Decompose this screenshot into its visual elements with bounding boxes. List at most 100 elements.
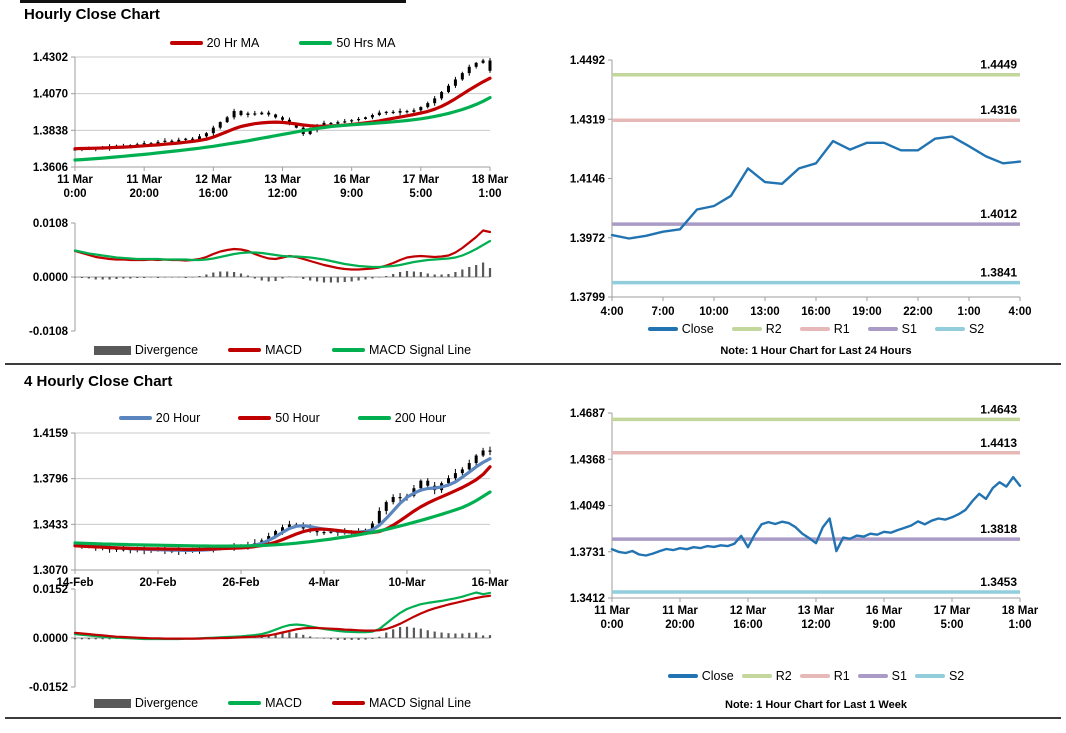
candle-body: [440, 92, 444, 99]
divergence-bar: [156, 277, 160, 278]
hourly-macd-legend: Divergence MACD MACD Signal Line: [75, 343, 490, 357]
divergence-bar: [149, 277, 153, 278]
candle-body: [142, 143, 146, 145]
line-swatch-icon: [667, 674, 698, 678]
y-axis-label: 1.3731: [570, 547, 606, 559]
candle-body: [225, 117, 229, 123]
divergence-bar: [87, 638, 90, 640]
divergence-bar: [288, 276, 291, 277]
candle-body: [474, 62, 478, 67]
legend-label: 50 Hrs MA: [336, 36, 396, 50]
x-axis-label: 16:00: [801, 306, 830, 318]
divergence-bar: [212, 272, 215, 277]
divergence-bar: [281, 632, 284, 638]
x-axis-label: 19:00: [852, 306, 881, 318]
legend-label: S2: [948, 669, 965, 683]
x-axis-label: 12 Mar: [195, 174, 232, 186]
divergence-bar: [412, 271, 416, 277]
line-swatch-icon: [228, 348, 262, 352]
candle-body: [322, 532, 326, 534]
legend-label: 20 Hour: [155, 411, 201, 425]
divergence-bar: [461, 269, 464, 277]
y-axis-label: 1.3433: [33, 519, 68, 531]
y-axis-label: 1.4302: [33, 52, 68, 64]
x-axis-label: 16 Mar: [866, 605, 903, 617]
candle-body: [398, 111, 402, 113]
divergence-bar: [205, 274, 208, 277]
candle-body: [391, 111, 395, 114]
divergence-bar: [80, 277, 84, 278]
candle-body: [232, 111, 236, 118]
level-label-s1: 1.3818: [980, 522, 1017, 536]
divergence-bar: [315, 277, 319, 282]
divergence-bar: [267, 277, 270, 282]
line-swatch-icon: [799, 327, 830, 331]
divergence-bar: [371, 638, 374, 639]
line-swatch-icon: [299, 41, 333, 45]
divergence-bar: [461, 633, 464, 638]
divergence-bar: [143, 277, 146, 278]
y-axis-label: 1.4159: [33, 428, 68, 440]
candle-body: [204, 133, 208, 137]
candle-body: [191, 138, 195, 140]
y-axis-label: 1.4319: [570, 114, 605, 126]
legend-label: S1: [891, 669, 907, 683]
y-axis-label: 0.0108: [33, 218, 69, 230]
bar-swatch-icon: [93, 345, 131, 355]
candle-body: [281, 117, 284, 120]
divergence-bar: [309, 277, 312, 281]
divergence-bar: [226, 271, 229, 277]
legend-label: Close: [701, 669, 734, 683]
divergence-bar: [108, 638, 111, 640]
legend-item-macd: MACD: [228, 343, 302, 357]
divergence-bar: [219, 271, 222, 277]
y-axis-label: -0.0152: [29, 682, 68, 694]
legend-item-s1: S1: [857, 669, 907, 683]
line-swatch-icon: [741, 674, 772, 678]
top-rule: [20, 0, 406, 3]
level-label-s2: 1.3453: [980, 575, 1017, 589]
x-axis-label: 16-Mar: [471, 577, 509, 589]
y-axis-label: 1.3412: [570, 593, 605, 605]
candle-body: [260, 112, 264, 115]
legend-item-r1: R1: [799, 322, 850, 336]
candle-body: [274, 531, 278, 537]
y-axis-label: 0.0152: [33, 584, 68, 596]
hourly-macd-chart: 0.0108 0.0000 -0.0108: [29, 218, 492, 338]
divergence-bar: [412, 627, 416, 638]
pivot-1week-legend: Close R2 R1 S1 S2: [612, 669, 1020, 683]
close-line: [610, 135, 1022, 240]
divergence-bar: [481, 262, 485, 277]
line-swatch-icon: [914, 674, 945, 678]
candle-body: [391, 497, 395, 503]
candle-body: [239, 111, 243, 116]
divergence-bar: [378, 277, 381, 278]
x-axis-label: 5:00: [409, 188, 432, 200]
level-label-r1: 1.4316: [980, 103, 1017, 117]
divergence-bar: [426, 630, 429, 638]
divergence-bar: [357, 277, 360, 281]
candle-body: [267, 536, 271, 541]
divergence-bar: [191, 277, 194, 278]
legend-item-r2: R2: [731, 322, 782, 336]
x-axis-label: 18 Mar: [1002, 605, 1039, 617]
candle-body: [184, 138, 188, 140]
divergence-bar: [177, 277, 180, 278]
x-axis-label: 10-Mar: [388, 577, 426, 589]
divergence-bar: [94, 638, 97, 640]
divergence-bar: [378, 636, 381, 638]
legend-label: MACD Signal Line: [368, 696, 472, 710]
pivot-1week-note: Note: 1 Hour Chart for Last 1 Week: [725, 699, 907, 711]
divergence-bar: [488, 635, 492, 638]
candle-body: [294, 123, 298, 128]
divergence-bar: [302, 277, 305, 279]
x-axis-label: 18 Mar: [472, 174, 509, 186]
x-axis-label: 16:00: [733, 619, 762, 631]
divergence-bar: [73, 638, 77, 640]
candle-body: [453, 473, 457, 479]
divergence-bar: [481, 635, 485, 638]
x-axis-label: 11 Mar: [662, 605, 698, 617]
candle-body: [322, 122, 326, 126]
divergence-bar: [80, 638, 84, 640]
candle-body: [377, 112, 381, 116]
